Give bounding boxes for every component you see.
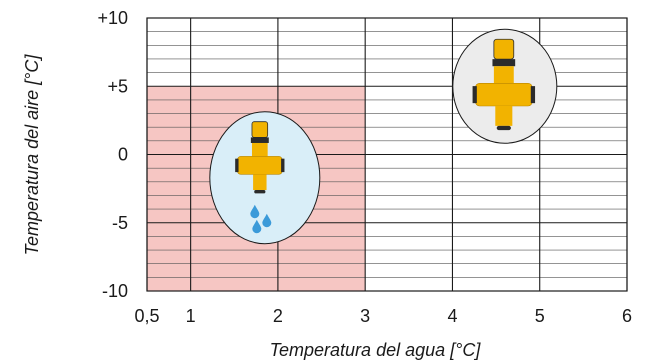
x-tick-labels: 0,5 1 2 3 4 5 6 [134, 306, 632, 326]
water-drop-icon [250, 204, 260, 219]
y-tick-labels: +10 +5 0 -5 -10 [97, 8, 128, 301]
y-tick-label: +10 [97, 8, 128, 28]
valve-stem [493, 66, 514, 84]
y-tick-label: -10 [102, 281, 128, 301]
valve-outlet [253, 174, 267, 191]
x-axis-title: Temperatura del agua [°C] [270, 340, 482, 360]
y-tick-label: +5 [107, 76, 128, 96]
valve-cap [251, 121, 269, 138]
x-tick-label: 2 [273, 306, 283, 326]
y-axis-title: Temperatura del aire [°C] [22, 54, 42, 256]
y-tick-label: -5 [112, 213, 128, 233]
valve-stem [251, 142, 268, 157]
x-tick-label: 5 [535, 306, 545, 326]
water-drop-icon [252, 219, 262, 234]
x-tick-label: 6 [622, 306, 632, 326]
dripping-valve-marker [209, 111, 321, 245]
valve-outlet [495, 105, 513, 126]
x-tick-label: 4 [447, 306, 457, 326]
valve-port-left [472, 86, 477, 104]
valve-outlet-tip [254, 190, 266, 194]
valve-nut [492, 59, 516, 67]
x-tick-label: 3 [360, 306, 370, 326]
y-tick-label: 0 [118, 145, 128, 165]
valve-nut [250, 137, 269, 143]
valve-port-right [281, 158, 285, 173]
valve-body [237, 156, 283, 175]
plot-frame [146, 17, 628, 292]
valve-outlet-tip [496, 125, 511, 131]
valve-port-right [530, 86, 536, 104]
water-drop-icon [262, 213, 272, 228]
valve-port-left [235, 158, 239, 173]
valve-cap [493, 38, 515, 60]
x-tick-label: 1 [186, 306, 196, 326]
x-tick-label: 0,5 [134, 306, 159, 326]
valve-markers [209, 28, 558, 245]
valve-body [475, 82, 533, 107]
closed-valve-marker [452, 28, 558, 144]
